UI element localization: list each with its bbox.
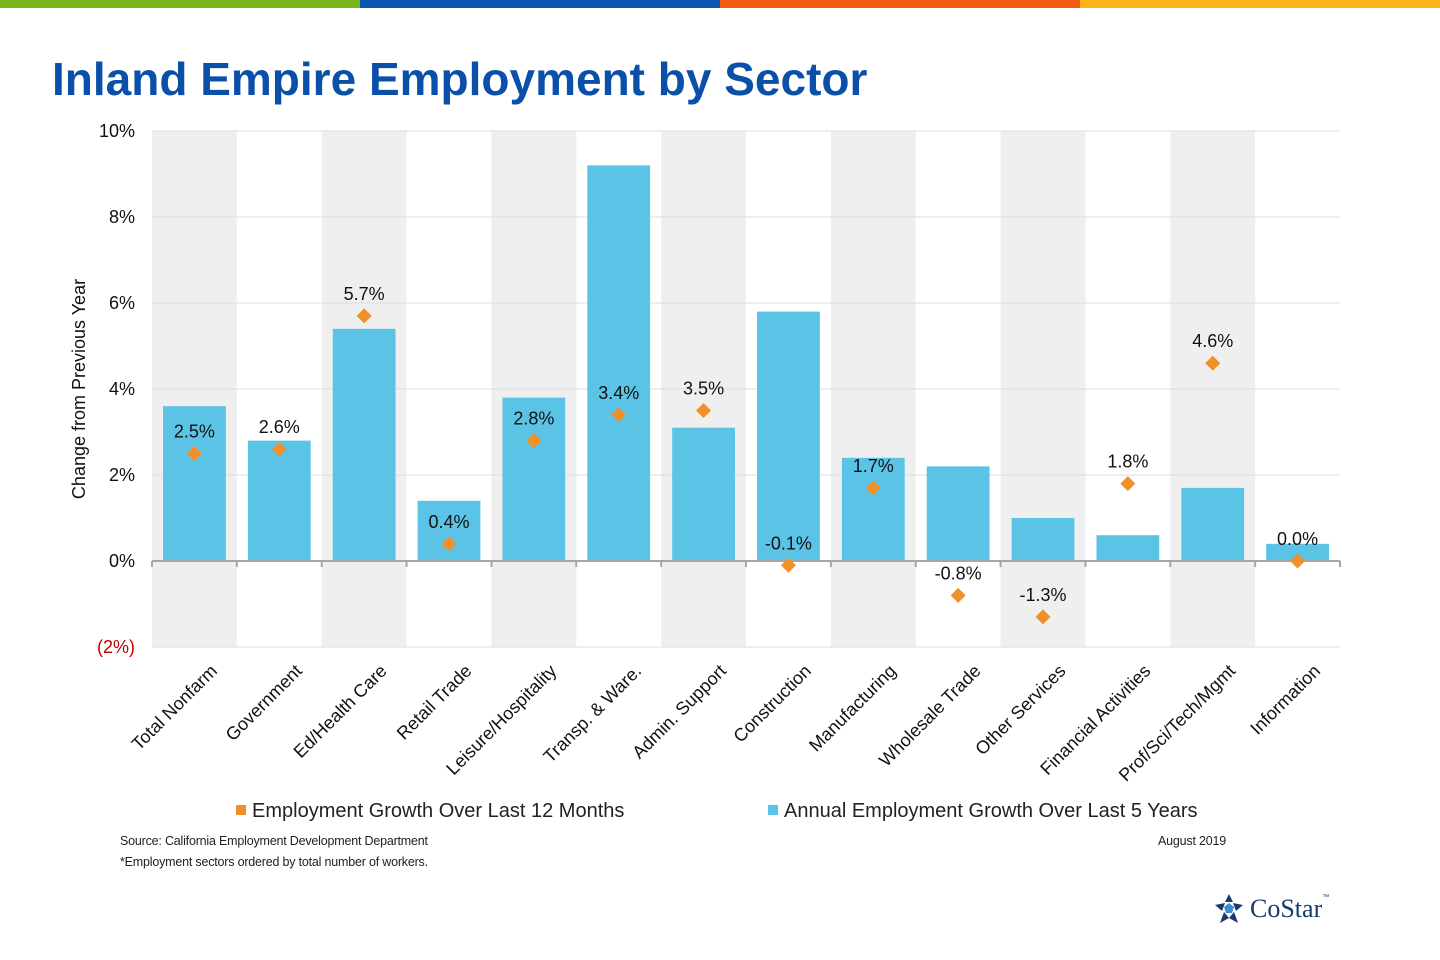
page-title: Inland Empire Employment by Sector <box>52 53 868 105</box>
data-label: 1.8% <box>1107 452 1148 472</box>
y-tick-label: 10% <box>99 121 135 141</box>
legend-item-5-years: Annual Employment Growth Over Last 5 Yea… <box>768 800 1198 823</box>
diamond-series <box>186 308 1306 625</box>
bar <box>163 406 226 561</box>
diamond-point <box>696 403 712 418</box>
date-note: August 2019 <box>1158 834 1226 848</box>
star-logo-icon <box>1215 894 1243 923</box>
legend-swatch-orange <box>236 804 246 815</box>
data-label: 4.6% <box>1192 331 1233 351</box>
data-label: 3.5% <box>683 379 724 399</box>
y-tick-labels: 10% 8% 6% 4% 2% 0% (2%) <box>97 121 135 657</box>
data-label: 0.4% <box>428 512 469 532</box>
x-tick-label: Construction <box>729 661 815 747</box>
x-tick-label: Information <box>1246 661 1324 739</box>
diamond-point <box>611 407 627 423</box>
diamond-point <box>1290 553 1306 569</box>
bar <box>926 466 990 561</box>
stripe-orange <box>720 0 1080 8</box>
logo-trademark: ™ <box>1322 894 1330 901</box>
diamond-point <box>950 587 966 603</box>
data-label: 3.4% <box>598 383 639 403</box>
diamond-point <box>356 308 372 324</box>
bar <box>332 328 396 561</box>
legend-label-12-months: Employment Growth Over Last 12 Months <box>252 800 625 822</box>
diamond-point <box>865 480 881 496</box>
data-label: 5.7% <box>344 284 385 304</box>
legend-swatch-blue <box>768 804 778 815</box>
x-axis <box>151 560 1341 567</box>
x-tick-label: Retail Trade <box>393 661 476 744</box>
top-color-stripe <box>0 0 1440 8</box>
logo-wordmark: CoStar™ <box>1250 894 1329 924</box>
bar <box>587 165 651 561</box>
data-label: 1.7% <box>853 456 894 476</box>
diamond-point <box>1205 355 1221 371</box>
diamond-point <box>780 557 796 573</box>
bar <box>1096 535 1160 561</box>
costar-logo: CoStar™ <box>1212 892 1329 926</box>
data-label: 2.6% <box>259 417 300 437</box>
bar <box>672 427 735 561</box>
footnote: *Employment sectors ordered by total num… <box>120 855 428 869</box>
y-tick-label: 4% <box>109 379 135 399</box>
stripe-green <box>0 0 360 8</box>
data-label: 2.5% <box>174 422 215 442</box>
y-tick-label: 6% <box>109 293 135 313</box>
diamond-point <box>186 446 202 461</box>
bar <box>1266 543 1329 561</box>
y-tick-label: 2% <box>109 465 135 485</box>
bar <box>757 311 820 561</box>
bar <box>841 457 905 561</box>
y-tick-label: (2%) <box>97 637 135 657</box>
data-label: 2.8% <box>513 409 554 429</box>
bar-series <box>163 165 1329 561</box>
x-tick-label: Total Nonfarm <box>128 661 221 754</box>
diamond-point <box>271 441 287 457</box>
data-label: -0.1% <box>765 533 812 553</box>
y-tick-label: 0% <box>109 551 135 571</box>
logo-text: CoStar <box>1250 894 1323 923</box>
data-label: -1.3% <box>1019 585 1066 605</box>
y-axis-label: Change from Previous Year <box>69 279 89 499</box>
data-labels: 2.5% 2.6% 5.7% 0.4% 2.8% 3.4% 3.5% -0.1% 1.7% -0.… <box>174 284 1318 605</box>
y-tick-label: 8% <box>109 207 135 227</box>
stripe-yellow <box>1080 0 1440 8</box>
x-tick-label: Other Services <box>971 661 1069 759</box>
bar <box>247 440 311 561</box>
data-label: -0.8% <box>935 563 982 583</box>
data-label: 0.0% <box>1277 529 1318 549</box>
legend-item-12-months: Employment Growth Over Last 12 Months <box>236 800 624 823</box>
bar <box>502 397 566 561</box>
diamond-point <box>526 433 542 449</box>
diamond-point <box>441 536 457 552</box>
legend-label-5-years: Annual Employment Growth Over Last 5 Yea… <box>784 800 1198 822</box>
x-tick-label: Government <box>222 661 306 745</box>
bar <box>1181 487 1245 561</box>
source-note: Source: California Employment Developmen… <box>120 834 428 848</box>
diamond-point <box>1035 609 1051 625</box>
x-tick-label: Manufacturing <box>805 661 900 756</box>
diamond-point <box>1120 476 1136 492</box>
bar <box>1011 518 1075 561</box>
stripe-blue <box>360 0 720 8</box>
